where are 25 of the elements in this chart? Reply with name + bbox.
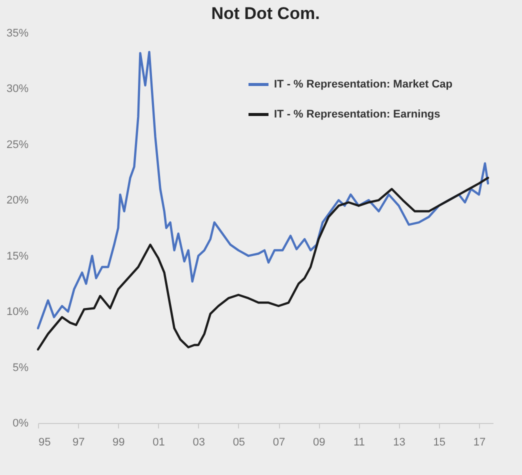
x-tick-label: 09: [312, 436, 326, 448]
legend-label: IT - % Representation: Earnings: [274, 108, 440, 120]
legend-label: IT - % Representation: Market Cap: [274, 78, 453, 90]
y-tick-label: 15%: [6, 250, 29, 262]
x-tick-label: 05: [232, 436, 246, 448]
x-tick-label: 01: [152, 436, 165, 448]
x-tick-label: 95: [38, 436, 51, 448]
y-tick-label: 5%: [12, 362, 29, 374]
y-tick-label: 10%: [6, 306, 29, 318]
x-tick-label: 03: [192, 436, 205, 448]
y-tick-label: 35%: [6, 28, 29, 40]
x-tick-label: 13: [393, 436, 406, 448]
y-tick-label: 0%: [12, 418, 29, 430]
x-tick-label: 97: [72, 436, 85, 448]
line-series: [36, 50, 490, 330]
chart-title: Not Dot Com.: [211, 4, 320, 23]
y-tick-label: 25%: [6, 138, 29, 151]
line-series: [36, 176, 490, 351]
x-tick-label: 99: [112, 436, 125, 448]
x-tick-label: 15: [433, 436, 446, 448]
x-tick-label: 17: [473, 436, 486, 448]
x-tick-label: 07: [272, 436, 286, 448]
y-tick-label: 20%: [6, 194, 29, 207]
y-tick-label: 30%: [6, 83, 29, 96]
x-tick-label: 11: [353, 436, 365, 448]
